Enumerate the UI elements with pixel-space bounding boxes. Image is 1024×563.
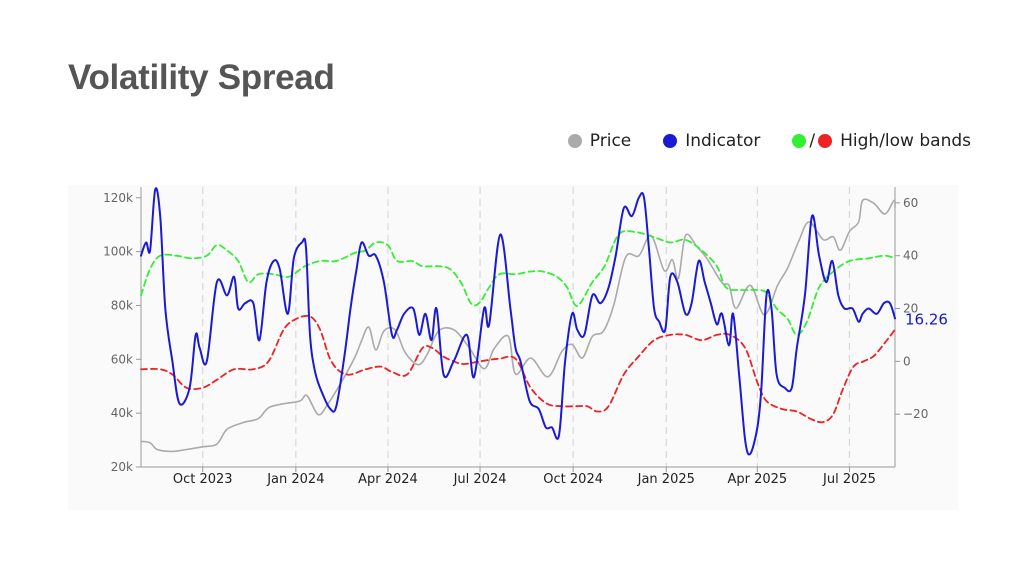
y-right-tick-label-1: 0 <box>903 354 911 368</box>
y-right-tick-label-3: 40 <box>903 249 918 263</box>
y-right-tick-label-4: 60 <box>903 196 918 210</box>
y-left-tick-label-1: 40k <box>111 406 133 420</box>
price-line <box>140 198 896 453</box>
high-band-dot-icon <box>792 134 807 148</box>
chart-title: Volatility Spread <box>68 58 335 97</box>
chart-legend: Price Indicator / High/low bands <box>536 131 971 151</box>
chart-series <box>140 187 896 456</box>
y-right-tick-label-0: −20 <box>903 407 928 421</box>
legend-item-indicator[interactable]: Indicator <box>663 131 760 151</box>
indicator-dot-icon <box>663 134 678 148</box>
indicator-last-value: 16.26 <box>905 310 948 328</box>
chart-axes: Oct 2023 Jan 2024 Apr 2024 Jul 2024 Oct 2024… <box>103 187 928 487</box>
x-tick-label-6: Apr 2025 <box>727 472 787 487</box>
legend-label-indicator: Indicator <box>685 131 761 151</box>
legend-label-bands: High/low bands <box>840 131 971 151</box>
legend-band-separator: / <box>809 131 816 151</box>
x-tick-label-5: Jan 2025 <box>637 472 695 487</box>
legend-item-bands[interactable]: / High/low bands <box>792 131 971 151</box>
y-left-tick-label-4: 100k <box>103 245 133 259</box>
x-tick-label-2: Apr 2024 <box>358 472 418 487</box>
indicator-line <box>140 187 896 456</box>
x-tick-label-4: Oct 2024 <box>543 472 603 487</box>
y-left-tick-label-0: 20k <box>111 460 133 474</box>
y-left-tick-label-3: 80k <box>111 298 133 312</box>
grid-lines <box>202 187 851 467</box>
chart-background <box>68 185 958 510</box>
x-tick-label-3: Jul 2024 <box>453 472 507 487</box>
y-left-tick-label-5: 120k <box>103 191 133 205</box>
low-band-dot-icon <box>818 134 833 148</box>
legend-item-price[interactable]: Price <box>567 131 632 151</box>
x-tick-label-7: Jul 2025 <box>822 472 876 487</box>
y-left-tick-label-2: 60k <box>111 352 133 366</box>
legend-label-price: Price <box>589 131 632 151</box>
low-band-line <box>140 314 896 424</box>
y-right-tick-label-2: 20 <box>903 302 918 316</box>
x-tick-label-0: Oct 2023 <box>173 472 233 487</box>
price-dot-icon <box>567 134 582 148</box>
chart-labels: 16.26 <box>905 310 948 328</box>
x-tick-label-1: Jan 2024 <box>266 472 324 487</box>
